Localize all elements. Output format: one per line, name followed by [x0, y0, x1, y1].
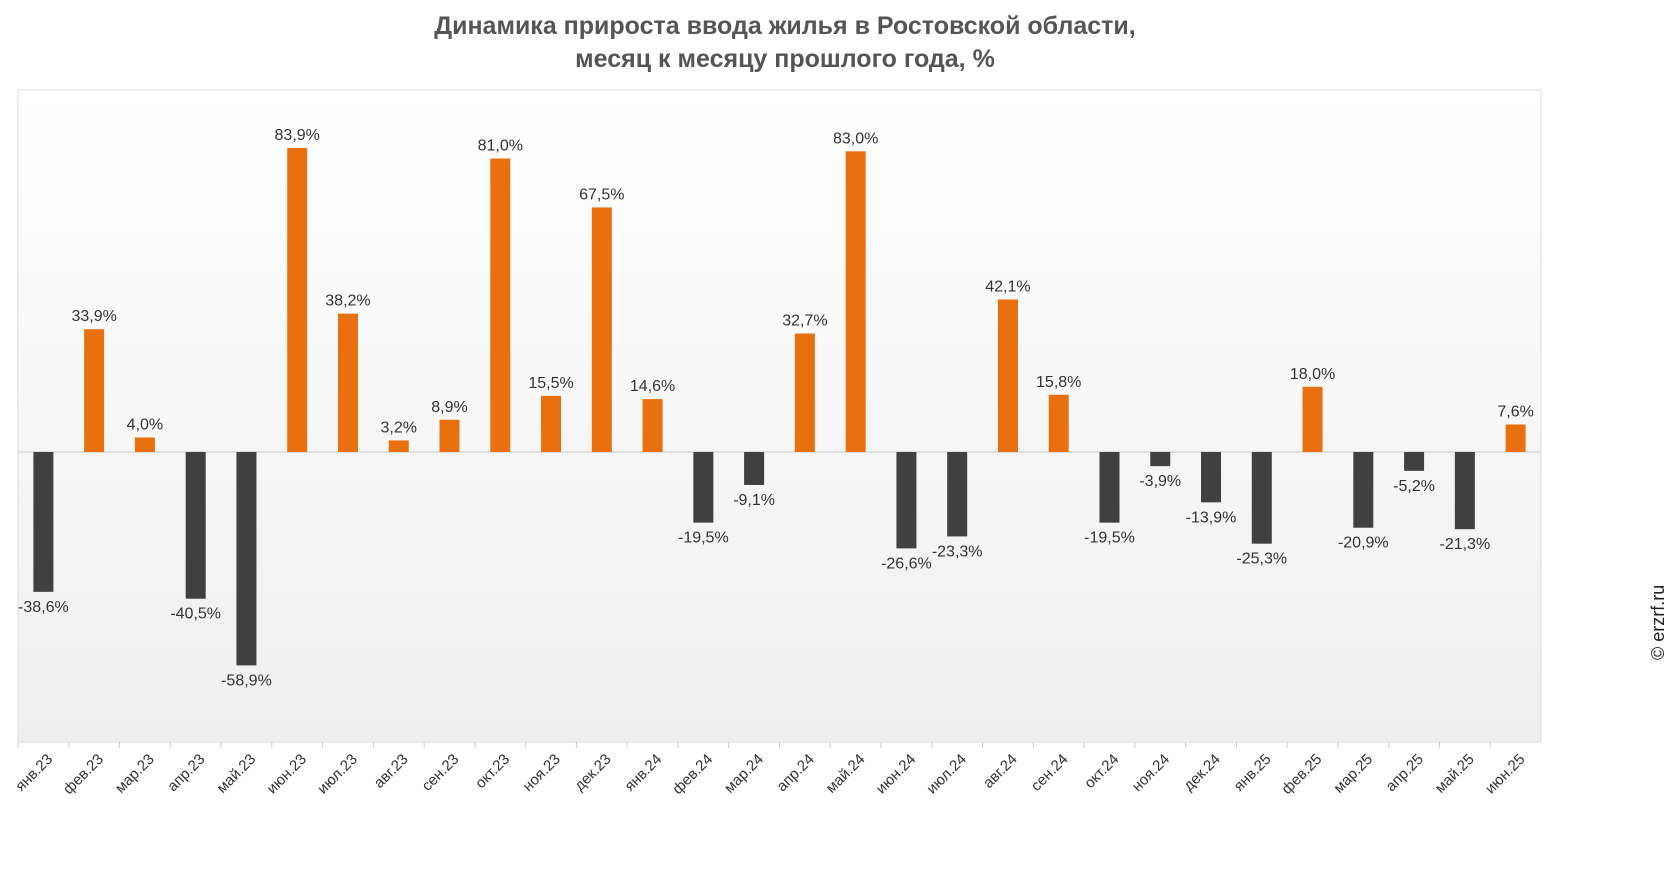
bar [1454, 452, 1475, 530]
x-tick-label: мар.23 [112, 751, 158, 797]
x-tick-label: мар.25 [1330, 751, 1376, 797]
data-label: 81,0% [478, 138, 523, 155]
x-tick-label: июн.24 [873, 751, 920, 798]
x-tick-label: дек.23 [571, 751, 614, 794]
data-label: -19,5% [678, 530, 729, 547]
x-tick-label: мар.24 [721, 751, 767, 797]
data-label: -38,6% [18, 599, 69, 616]
data-label: 4,0% [127, 417, 163, 434]
x-tick-label: сен.24 [1028, 751, 1072, 795]
data-label: -5,2% [1393, 478, 1435, 495]
bar [642, 399, 663, 452]
x-tick-label: авг.24 [980, 751, 1021, 792]
x-tick-label: май.25 [1432, 751, 1478, 797]
x-tick-label: янв.23 [12, 751, 56, 795]
data-label: -58,9% [221, 672, 272, 689]
bar [1099, 452, 1120, 523]
bar [541, 395, 562, 452]
x-tick-label: июл.23 [314, 751, 361, 798]
data-label: -23,3% [932, 543, 983, 560]
x-tick-label: янв.25 [1231, 751, 1275, 795]
data-label: 7,6% [1497, 403, 1533, 420]
data-label: 67,5% [579, 186, 624, 203]
bar [744, 452, 765, 485]
bar [185, 452, 206, 599]
data-label: 83,9% [275, 127, 320, 144]
bar [794, 333, 815, 452]
data-label: 32,7% [782, 313, 827, 330]
x-tick-label: сен.23 [419, 751, 463, 795]
x-tick-label: фев.24 [669, 751, 716, 798]
data-label: 15,5% [528, 375, 573, 392]
data-label: -26,6% [881, 555, 932, 572]
chart-title-line-2: месяц к месяцу прошлого года, % [575, 45, 995, 73]
x-tick-label: июн.23 [264, 751, 311, 798]
x-tick-label: май.24 [823, 751, 869, 797]
bar [1302, 386, 1323, 452]
x-tick-label: май.23 [213, 751, 259, 797]
bar [134, 437, 155, 452]
bar [388, 440, 409, 452]
bar [287, 148, 308, 452]
x-tick-label: июн.25 [1482, 751, 1529, 798]
x-tick-label: авг.23 [371, 751, 412, 792]
x-tick-label: янв.24 [621, 751, 665, 795]
x-tick-label: окт.24 [1081, 751, 1122, 792]
x-tick-label: дек.24 [1180, 751, 1223, 794]
chart-title-line-1: Динамика прироста ввода жилья в Ростовск… [434, 12, 1136, 40]
plot-area [17, 89, 1542, 743]
data-label: 18,0% [1290, 366, 1335, 383]
bar [693, 452, 714, 523]
x-tick-label: ноя.23 [520, 751, 564, 795]
data-label: 83,0% [833, 130, 878, 147]
data-label: -40,5% [170, 606, 221, 623]
x-tick-label: апр.23 [164, 751, 208, 795]
data-label: 38,2% [325, 293, 370, 310]
data-label: -21,3% [1439, 536, 1490, 553]
bar [1150, 452, 1171, 467]
bar [997, 299, 1018, 452]
bar [1505, 424, 1526, 452]
x-tick-label: апр.24 [773, 751, 817, 795]
bar [337, 313, 358, 452]
bar [591, 207, 612, 452]
x-tick-label: фев.23 [60, 751, 107, 798]
x-tick-label: апр.25 [1383, 751, 1427, 795]
data-label: 15,8% [1036, 374, 1081, 391]
bar [236, 452, 257, 666]
bar [1048, 394, 1069, 452]
bar [947, 452, 968, 537]
x-tick-label: окт.23 [472, 751, 513, 792]
data-label: -13,9% [1186, 509, 1237, 526]
chart-title: Динамика прироста ввода жилья в Ростовск… [0, 10, 1570, 76]
data-label: 14,6% [630, 378, 675, 395]
bar [1251, 452, 1272, 544]
data-label: -3,9% [1139, 473, 1181, 490]
data-label: 33,9% [71, 308, 116, 325]
data-label: -20,9% [1338, 535, 1389, 552]
x-tick-label: ноя.24 [1129, 751, 1173, 795]
data-label: 8,9% [431, 399, 467, 416]
bar [1353, 452, 1374, 528]
bar [845, 151, 866, 452]
bar [896, 452, 917, 549]
x-tick-label: июл.24 [923, 751, 970, 798]
bar [1201, 452, 1222, 503]
data-label: -25,3% [1236, 551, 1287, 568]
bar [1404, 452, 1425, 471]
data-label: 42,1% [985, 278, 1030, 295]
data-label: -9,1% [733, 492, 775, 509]
bar [84, 329, 105, 452]
bar [439, 419, 460, 452]
watermark: © erzrf.ru [1648, 584, 1666, 660]
bar [490, 158, 511, 453]
bar [33, 452, 54, 592]
data-label: -19,5% [1084, 530, 1135, 547]
x-tick-label: фев.25 [1278, 751, 1325, 798]
data-label: 3,2% [381, 419, 417, 436]
